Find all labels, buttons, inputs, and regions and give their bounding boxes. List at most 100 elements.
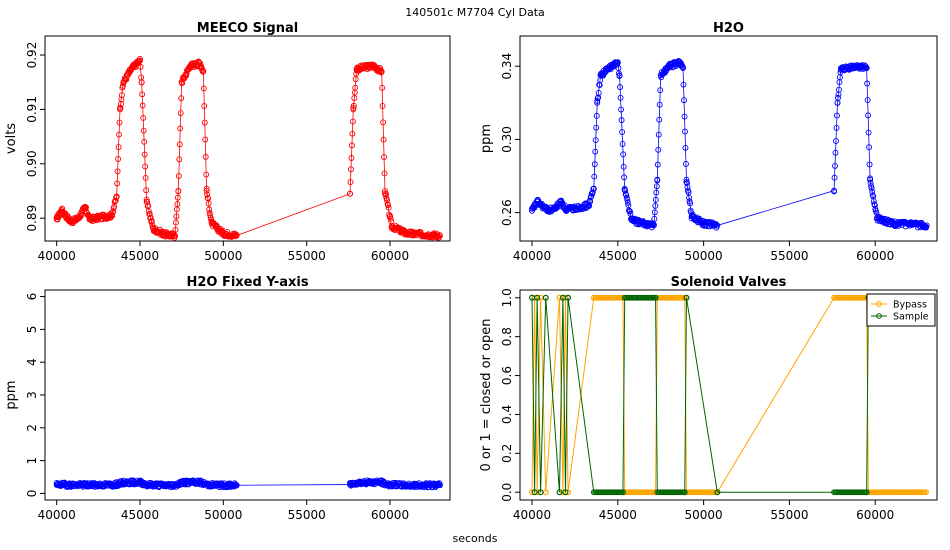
legend-marker [876, 301, 882, 307]
data-point [383, 191, 389, 198]
data-point [137, 57, 143, 64]
data-point [589, 189, 596, 196]
data-point [683, 176, 690, 183]
data-point [656, 116, 663, 123]
data-point [378, 479, 385, 486]
chart-title: H2O Fixed Y-axis [186, 275, 308, 290]
data-point [174, 201, 181, 208]
plot-frame [44, 35, 451, 242]
y-tick-label: 0.4 [500, 405, 514, 424]
data-point [871, 202, 878, 209]
plot-frame [519, 35, 938, 242]
data-point [680, 65, 686, 71]
data-point [128, 65, 135, 72]
chart-title: Solenoid Valves [671, 275, 787, 290]
data-point [172, 232, 178, 239]
data-point [177, 110, 184, 117]
data-point [203, 185, 210, 192]
data-point [197, 479, 203, 486]
data-point [595, 89, 602, 96]
data-point [67, 217, 73, 224]
data-point [350, 106, 357, 113]
data-point [833, 124, 840, 131]
data-point [233, 482, 240, 489]
data-point [597, 72, 604, 79]
data-point [653, 183, 660, 190]
data-point [348, 155, 355, 161]
data-point [652, 196, 659, 203]
data-point [676, 59, 683, 66]
plot-frame [44, 289, 451, 501]
data-point [351, 95, 358, 101]
data-point [864, 80, 871, 87]
legend-box [866, 293, 936, 327]
data-point [137, 479, 143, 486]
data-point [865, 129, 872, 136]
data-point [75, 215, 82, 222]
data-point [591, 173, 598, 180]
data-point [118, 92, 125, 99]
data-point [173, 213, 180, 220]
data-point [112, 197, 119, 204]
y-tick-label: 2 [25, 424, 39, 432]
data-point [621, 185, 628, 192]
data-point [172, 482, 178, 489]
data-point [53, 216, 60, 223]
data-point [142, 163, 149, 170]
data-point [688, 213, 695, 220]
data-point [204, 191, 211, 198]
data-point [353, 479, 360, 486]
x-tick-label: 60000 [856, 508, 894, 522]
data-point [175, 173, 182, 179]
data-point [352, 84, 359, 91]
x-tick-label: 60000 [371, 508, 409, 522]
data-point [592, 148, 599, 155]
x-tick-label: 50000 [204, 249, 242, 263]
data-point [178, 95, 185, 102]
data-point [115, 144, 122, 151]
series-point [537, 489, 544, 496]
data-point [233, 482, 240, 489]
data-point [616, 72, 623, 79]
data-point [208, 220, 215, 227]
data-point [923, 222, 930, 229]
data-point [143, 196, 150, 203]
data-point [197, 60, 203, 67]
series-point [652, 294, 659, 301]
x-tick-label: 50000 [685, 508, 723, 522]
y-tick-label: 0.0 [500, 483, 514, 502]
data-point [686, 194, 692, 201]
data-point [175, 188, 182, 194]
series-point [534, 294, 541, 301]
data-point [383, 481, 390, 488]
data-point [614, 59, 621, 66]
data-point [201, 119, 208, 126]
data-point [831, 187, 837, 194]
panel-meeco-signal: MEECO Signal volts 40000 45000 50000 55000 600… [4, 21, 451, 263]
data-point [652, 202, 659, 209]
data-point [870, 198, 877, 205]
data-point [347, 481, 353, 488]
data-point [233, 232, 240, 239]
data-point [832, 149, 839, 156]
series-point [619, 489, 626, 496]
series-point [863, 489, 870, 496]
data-point [380, 136, 387, 143]
data-point [388, 223, 395, 230]
data-point [114, 180, 121, 187]
data-point [866, 144, 873, 151]
data-point [867, 180, 874, 186]
y-tick-label: 5 [25, 326, 39, 334]
data-point [150, 226, 157, 232]
x-tick-label: 45000 [599, 508, 637, 522]
data-point [87, 481, 93, 488]
y-tick-label: 0.26 [500, 199, 514, 226]
data-point [650, 222, 657, 229]
data-point [655, 146, 662, 153]
data-point [177, 125, 184, 132]
data-point [681, 97, 687, 104]
y-axis-label: ppm [4, 380, 19, 409]
data-point [138, 79, 145, 86]
data-point [146, 210, 153, 217]
data-point [202, 136, 209, 143]
